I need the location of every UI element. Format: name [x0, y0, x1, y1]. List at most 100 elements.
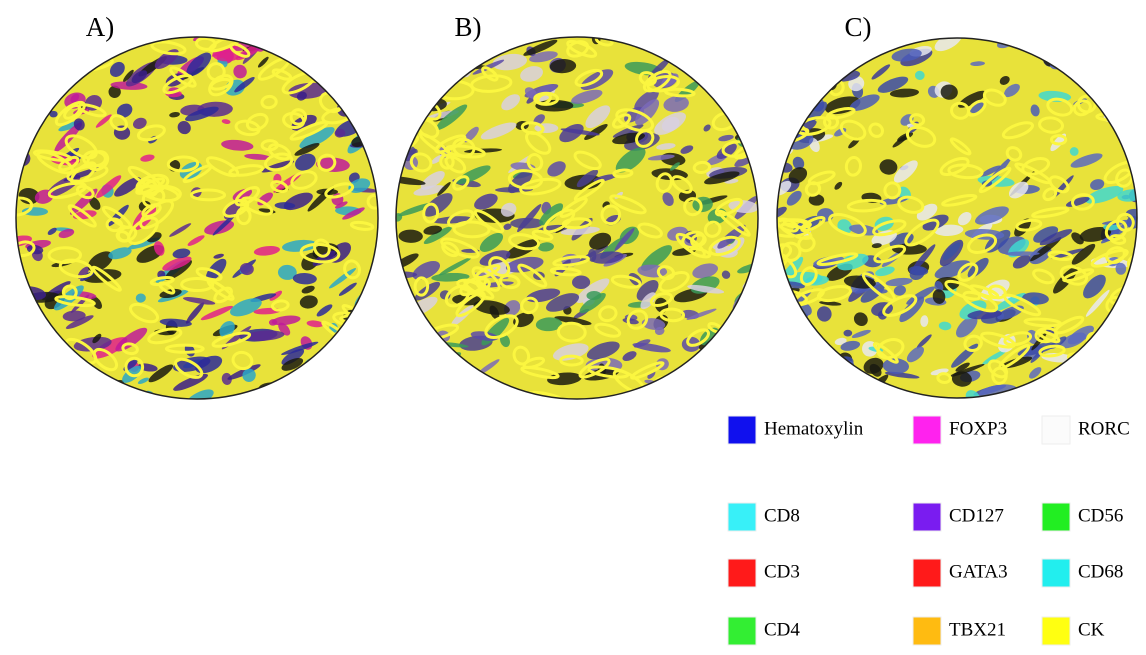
tissue-blob: [821, 376, 856, 388]
tissue-blob: [346, 344, 381, 369]
tissue-blob: [1099, 66, 1122, 90]
tissue-blob: [60, 56, 78, 68]
tissue-stroma: [1106, 329, 1137, 344]
tissue-image: [0, 26, 392, 411]
tissue-stroma: [1112, 332, 1130, 348]
tissue-blob: [418, 375, 439, 397]
tissue-blob: [310, 354, 350, 371]
tissue-blob: [805, 370, 829, 391]
tissue-stroma: [294, 373, 334, 396]
tissue-stroma: [1067, 351, 1106, 369]
legend-swatch: [1042, 559, 1070, 587]
tissue-blob: [406, 63, 422, 82]
legend-swatch: [1042, 503, 1070, 531]
tissue-blob: [331, 376, 349, 394]
panel-label: A): [86, 12, 115, 42]
tissue-stroma: [842, 47, 869, 64]
legend-label: CD68: [1078, 561, 1123, 582]
tissue-blob: [32, 87, 57, 108]
tissue-blob: [313, 384, 327, 398]
tissue-blob: [783, 34, 805, 49]
tissue-blob: [25, 357, 53, 380]
tissue-blob: [1043, 36, 1070, 59]
tissue-blob: [843, 330, 852, 337]
tissue-stroma: [16, 348, 53, 366]
tissue-stroma: [349, 327, 365, 336]
tissue-stroma: [69, 377, 98, 396]
tissue-blob: [1112, 46, 1133, 63]
tissue-blob: [806, 44, 835, 65]
tissue-blob: [406, 331, 433, 359]
tissue-blob: [113, 32, 131, 48]
tissue-image: [380, 25, 776, 407]
tissue-blob: [322, 61, 343, 75]
tissue-blob: [785, 59, 802, 70]
tissue-stroma: [652, 34, 667, 45]
tissue-blob: [478, 38, 516, 49]
tissue-blob: [1103, 312, 1137, 346]
tissue-blob: [442, 350, 463, 365]
tissue-blob: [804, 29, 845, 51]
tissue-blob: [784, 62, 819, 72]
tissue-blob: [352, 86, 387, 97]
tissue-blob: [1089, 375, 1100, 390]
legend-label: CD4: [764, 619, 800, 640]
tissue-blob: [743, 106, 752, 116]
tissue-blob: [784, 369, 800, 382]
tissue-stroma: [366, 278, 383, 291]
tissue-blob: [1094, 350, 1127, 375]
tissue-stroma: [1092, 40, 1122, 63]
tissue-blob: [468, 382, 502, 401]
tissue-stroma: [343, 76, 367, 100]
tissue-blob: [62, 368, 82, 387]
tissue-stroma: [1111, 37, 1136, 60]
tissue-blob: [407, 54, 442, 68]
tissue-stroma: [391, 98, 412, 119]
tissue-stroma: [308, 41, 339, 63]
tissue-blob: [1028, 383, 1050, 397]
tissue-blob: [803, 30, 842, 65]
legend-label: FOXP3: [949, 418, 1007, 439]
tissue-blob: [367, 114, 386, 132]
tissue-stroma: [725, 28, 761, 61]
tissue-blob: [8, 100, 38, 117]
tissue-stroma: [1057, 41, 1081, 63]
tissue-stroma: [12, 104, 29, 121]
tissue-stroma: [83, 378, 106, 391]
tissue-blob: [765, 367, 797, 397]
tissue-blob: [77, 372, 107, 399]
tissue-blob: [37, 38, 69, 60]
tissue-blob: [285, 378, 304, 397]
tissue-stroma: [678, 390, 696, 407]
tissue-stroma: [732, 318, 766, 348]
tissue-stroma: [824, 383, 842, 402]
tissue-blob: [739, 59, 776, 81]
tissue-blob: [383, 379, 416, 396]
tissue-stroma: [305, 370, 335, 384]
legend-label: CD8: [764, 505, 800, 526]
figure: A)B)C)HematoxylinCD8CD3CD4FOXP3CD127GATA…: [0, 0, 1146, 650]
tissue-stroma: [410, 67, 432, 87]
tissue-blob: [46, 360, 77, 371]
tissue-blob: [307, 390, 332, 404]
tissue-blob: [24, 58, 36, 70]
tissue-blob: [696, 63, 710, 76]
tissue-stroma: [359, 44, 374, 57]
tissue-blob: [636, 31, 666, 45]
tissue-blob: [46, 350, 78, 364]
tissue-stroma: [357, 76, 393, 107]
tissue-blob: [774, 49, 810, 72]
tissue-blob: [398, 87, 427, 110]
tissue-blob: [33, 373, 67, 406]
tissue-blob: [765, 53, 805, 91]
tissue-stroma: [1109, 364, 1138, 378]
tissue-blob: [331, 63, 363, 80]
tissue-blob: [73, 374, 98, 392]
tissue-blob: [1002, 37, 1019, 44]
tissue-stroma: [363, 372, 379, 386]
legend-swatch: [913, 617, 941, 645]
tissue-stroma: [1120, 130, 1141, 150]
tissue-stroma: [1070, 366, 1102, 387]
tissue-stroma: [714, 360, 741, 386]
tissue-blob: [692, 42, 703, 52]
